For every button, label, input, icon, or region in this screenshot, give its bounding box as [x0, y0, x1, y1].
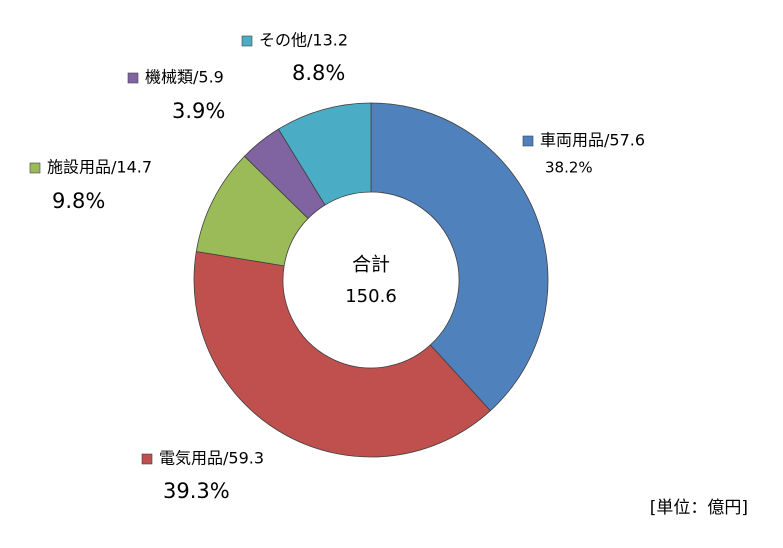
donut-segment — [277, 102, 372, 206]
donut-segment — [370, 102, 549, 412]
legend-label: 車両用品/57.6 — [540, 131, 645, 150]
donut-segment — [193, 251, 491, 458]
legend-label: 電気用品/59.3 — [159, 449, 264, 468]
unit-note: [単位：億円] — [650, 498, 748, 518]
percent-label: 8.8% — [292, 61, 345, 85]
legend-swatch — [141, 453, 153, 465]
legend-label: その他/13.2 — [259, 31, 348, 50]
percent-label: 3.9% — [172, 99, 225, 123]
center-label: 合計 — [352, 254, 390, 276]
legend-swatch — [241, 35, 253, 47]
legend-swatch — [522, 135, 534, 147]
legend-swatch — [127, 72, 139, 84]
legend-label: 機械類/5.9 — [145, 68, 224, 87]
legend-swatch — [29, 162, 41, 174]
percent-label: 39.3% — [163, 479, 230, 503]
legend-label: 施設用品/14.7 — [47, 158, 152, 177]
center-total: 150.6 — [345, 286, 397, 307]
percent-label: 9.8% — [52, 189, 105, 213]
percent-label: 38.2% — [545, 159, 593, 177]
